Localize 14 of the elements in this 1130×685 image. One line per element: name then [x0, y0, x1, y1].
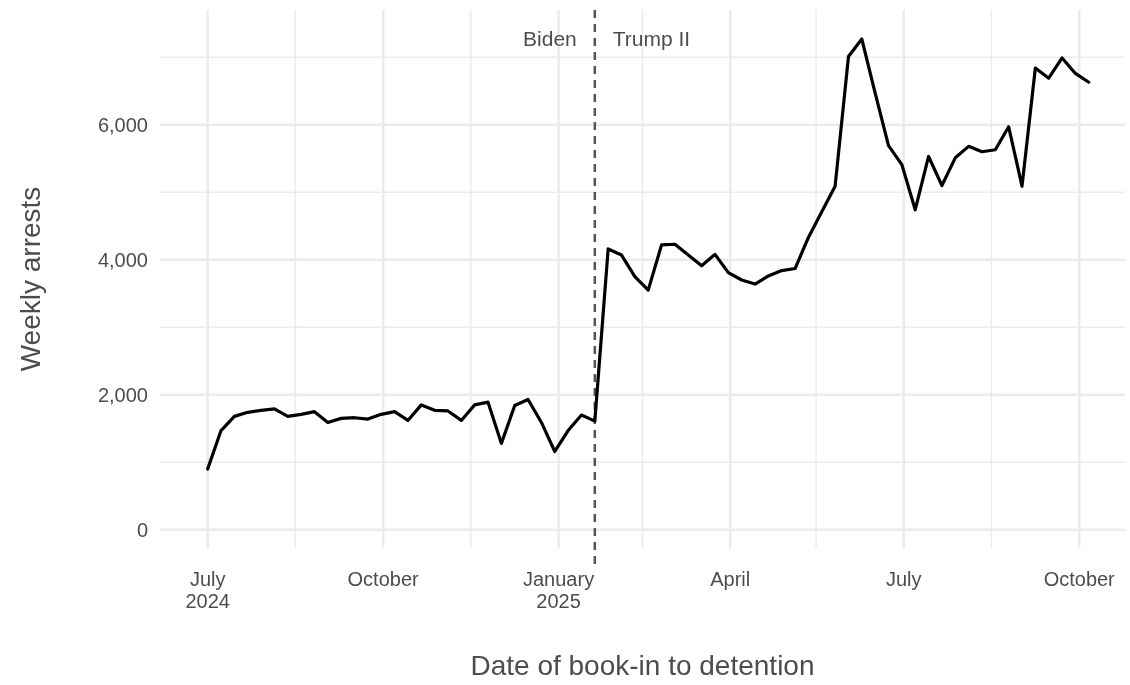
- x-tick-label: July: [885, 568, 922, 590]
- x-tick-label: July 2024: [185, 568, 230, 612]
- x-tick-label: April: [710, 568, 751, 590]
- annotation: Trump II: [612, 27, 691, 50]
- y-tick-label: 2,000: [97, 383, 148, 406]
- x-axis-title: Date of book-in to detention: [470, 650, 815, 681]
- x-tick-label: January 2025: [523, 568, 595, 612]
- annotation: Biden: [523, 27, 577, 50]
- x-tick-label: October: [347, 568, 420, 590]
- y-axis-title: Weekly arrests: [15, 186, 46, 372]
- y-tick-label: 4,000: [97, 248, 148, 271]
- y-tick-label: 0: [136, 518, 148, 541]
- y-tick-label: 6,000: [97, 113, 148, 136]
- x-tick-label: October: [1043, 568, 1116, 590]
